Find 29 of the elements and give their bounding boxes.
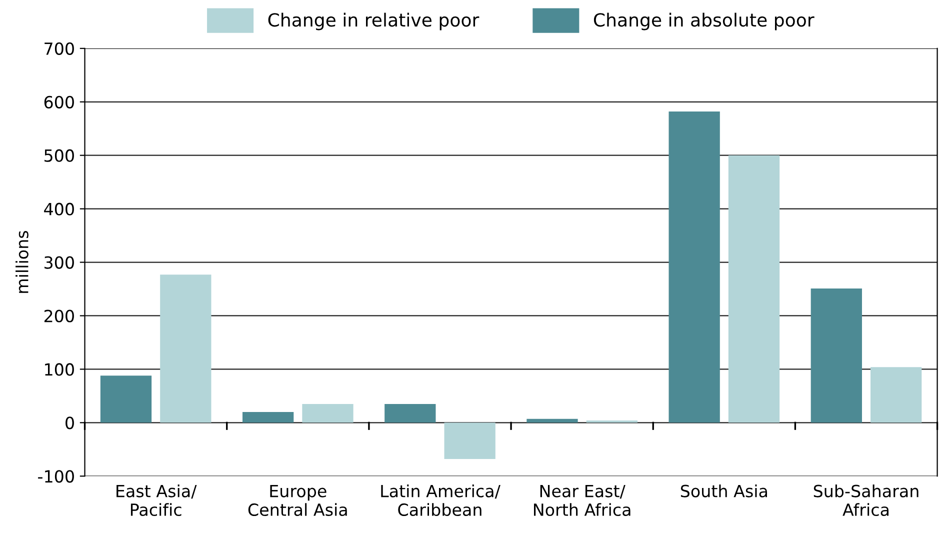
bar <box>668 112 720 423</box>
y-tick-label: 100 <box>45 363 74 376</box>
bar <box>870 367 922 423</box>
legend-label: Change in relative poor <box>268 12 480 30</box>
y-tick-label: 400 <box>44 202 74 216</box>
x-tick-label: South Asia <box>680 484 767 498</box>
bar <box>242 412 294 423</box>
y-tick-label: 0 <box>66 416 74 430</box>
bar <box>384 404 436 423</box>
bar <box>526 418 578 423</box>
y-tick-label: 500 <box>44 149 74 162</box>
y-tick-label: 700 <box>44 42 74 55</box>
bar <box>810 288 862 423</box>
legend-label: Change in absolute poor <box>594 12 814 30</box>
y-tick-label: 300 <box>44 256 74 269</box>
bar <box>160 274 212 423</box>
bar <box>302 404 354 423</box>
y-tick-label: 600 <box>44 96 74 108</box>
x-tick-label: Sub-Saharan Africa <box>814 484 918 516</box>
x-tick-label: Europe Central Asia <box>248 484 347 516</box>
y-axis-title: millions <box>16 230 28 293</box>
bar <box>100 376 152 423</box>
y-tick-label: -100 <box>38 470 74 483</box>
x-tick-label: East Asia/ Pacific <box>116 484 197 516</box>
x-tick-label: Latin America/ Caribbean <box>381 484 500 516</box>
y-tick-label: 200 <box>44 310 74 322</box>
x-tick-label: Near East/ North Africa <box>534 484 630 516</box>
bar <box>728 155 780 423</box>
bar <box>444 422 496 460</box>
